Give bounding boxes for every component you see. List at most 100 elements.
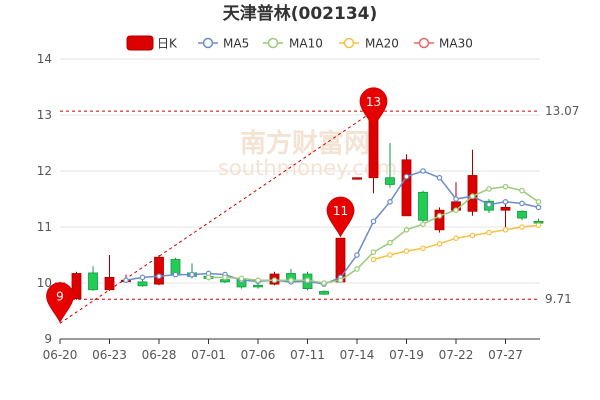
x-tick-label: 07-19 bbox=[389, 348, 424, 362]
ma5-point bbox=[486, 201, 492, 208]
ma20-point bbox=[535, 222, 542, 229]
ma5-point bbox=[502, 199, 509, 205]
pin-marker-max bbox=[359, 87, 388, 129]
chart-title: 天津普林(002134) bbox=[223, 3, 378, 24]
ma10-point bbox=[304, 277, 311, 284]
legend: 日K MA5 MA10 MA20 MA30 bbox=[126, 35, 473, 51]
ma10-point bbox=[288, 277, 294, 284]
ma5-point bbox=[189, 271, 195, 278]
ma10-point bbox=[387, 239, 393, 246]
x-tick-label: 07-01 bbox=[191, 348, 226, 362]
candle-body bbox=[71, 273, 82, 300]
moving-average-lines bbox=[123, 168, 542, 287]
x-axis: 06-20 06-23 06-28 07-01 07-06 07-11 07-14 07-19… bbox=[43, 338, 540, 362]
ma5-point bbox=[123, 277, 129, 284]
pin-label-pin: 11 bbox=[333, 204, 348, 218]
y-tick-label: 9 bbox=[44, 332, 52, 346]
x-tick-label: 06-20 bbox=[43, 348, 78, 362]
candle-body bbox=[137, 281, 148, 287]
ma20-point bbox=[519, 224, 525, 230]
pin-label-min: 9 bbox=[56, 290, 64, 304]
pin-marker-pin bbox=[326, 196, 355, 238]
candle-body bbox=[434, 209, 445, 231]
ma10-point bbox=[436, 213, 443, 219]
candle-body bbox=[253, 284, 263, 288]
ma10-point bbox=[535, 199, 542, 205]
legend-label-ma30: MA30 bbox=[439, 37, 473, 51]
x-tick-label: 07-27 bbox=[488, 348, 523, 362]
ma5-point bbox=[420, 168, 426, 174]
ma5-point bbox=[436, 174, 443, 181]
ma5-point bbox=[387, 199, 393, 205]
y-tick-label: 13 bbox=[37, 108, 52, 122]
ma10-point bbox=[469, 193, 476, 200]
legend-marker-ma30 bbox=[418, 37, 430, 49]
candle-body bbox=[104, 276, 115, 291]
ma5-point bbox=[519, 200, 525, 207]
ma20-point bbox=[486, 229, 492, 236]
x-tick-label: 07-22 bbox=[439, 348, 474, 362]
pin-label-max: 13 bbox=[366, 95, 381, 109]
ma10-point bbox=[403, 227, 410, 233]
y-tick-label: 14 bbox=[37, 52, 52, 66]
candle-body bbox=[401, 159, 412, 217]
candle-body bbox=[88, 272, 98, 291]
ma20-point bbox=[387, 252, 393, 258]
ma20-line bbox=[373, 224, 539, 261]
ma10-point bbox=[321, 280, 327, 286]
ma10-point bbox=[420, 221, 426, 228]
legend-marker-ma20 bbox=[343, 37, 355, 49]
x-tick-label: 07-06 bbox=[241, 348, 276, 362]
legend-marker-ma5 bbox=[202, 37, 214, 49]
candle-body bbox=[517, 210, 527, 219]
legend-marker-ma10 bbox=[267, 37, 279, 49]
candle-body bbox=[352, 177, 362, 180]
ma5-point bbox=[139, 274, 146, 281]
x-tick-label: 07-14 bbox=[340, 348, 375, 362]
ma20-point bbox=[370, 256, 377, 263]
legend-label-ma20: MA20 bbox=[365, 37, 399, 51]
legend-label-ma10: MA10 bbox=[289, 37, 323, 51]
candle-body bbox=[154, 256, 164, 285]
ma10-point bbox=[238, 275, 245, 282]
max-price-label: 13.07 bbox=[545, 104, 579, 118]
ma20-point bbox=[403, 248, 410, 254]
y-tick-label: 11 bbox=[37, 220, 52, 234]
candle-body bbox=[500, 206, 511, 211]
candle-body bbox=[385, 177, 395, 185]
ma5-point bbox=[172, 271, 179, 278]
ma10-point bbox=[255, 277, 261, 284]
ma10-point bbox=[486, 186, 492, 192]
ma5-point bbox=[354, 252, 360, 258]
candle-body bbox=[319, 290, 329, 295]
ma10-point bbox=[354, 266, 360, 272]
ma10-point bbox=[271, 277, 278, 284]
ma10-point bbox=[337, 277, 344, 284]
legend-icon-kline bbox=[126, 35, 154, 51]
ma10-point bbox=[370, 249, 377, 256]
ma20-point bbox=[502, 227, 509, 233]
ma5-point bbox=[403, 173, 410, 180]
ma5-point bbox=[535, 204, 542, 211]
x-tick-label: 07-11 bbox=[290, 348, 325, 362]
candle-body bbox=[418, 191, 428, 221]
legend-label-kline: 日K bbox=[157, 37, 178, 51]
y-axis: 9 10 11 12 13 14 bbox=[37, 52, 52, 346]
ma5-point bbox=[453, 196, 459, 202]
ma20-point bbox=[469, 232, 476, 239]
y-tick-label: 10 bbox=[37, 276, 52, 290]
annotation-guides: 13.07 9.71 bbox=[59, 104, 579, 324]
ma20-point bbox=[420, 245, 426, 252]
min-price-label: 9.71 bbox=[545, 292, 572, 306]
ma5-point bbox=[370, 218, 377, 225]
pin-marker-min bbox=[46, 282, 74, 324]
x-tick-label: 06-23 bbox=[92, 348, 127, 362]
watermark-cn: 南方财富网 bbox=[240, 128, 370, 159]
ma10-point bbox=[502, 183, 509, 190]
legend-label-ma5: MA5 bbox=[223, 37, 249, 51]
annotation-pins: 13 9 11 bbox=[46, 87, 388, 324]
ma10-point bbox=[222, 274, 228, 281]
ma20-point bbox=[453, 235, 459, 242]
